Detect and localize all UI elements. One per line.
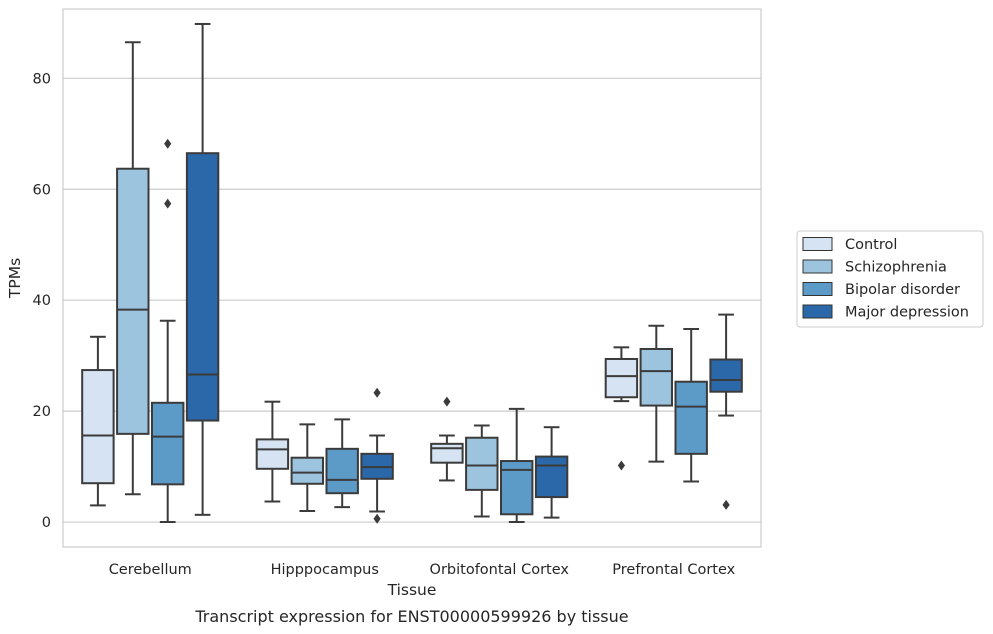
box-3-1 (639, 324, 674, 463)
y-tick-label: 60 (33, 182, 51, 198)
iqr-box (465, 436, 499, 491)
legend-label: Schizophrenia (845, 260, 947, 276)
legend-swatch (802, 282, 833, 296)
y-tick-label: 40 (33, 293, 51, 309)
box-3-0 (604, 346, 639, 471)
box-1-1 (290, 423, 325, 512)
iqr-box (325, 447, 359, 495)
y-tick-label: 0 (42, 515, 51, 531)
legend-swatch (802, 237, 833, 251)
iqr-box (430, 442, 464, 464)
outlier-point (164, 138, 172, 149)
box-1-0 (255, 400, 290, 503)
box-0-1 (116, 41, 150, 496)
outlier-point (373, 513, 381, 524)
iqr-box (81, 369, 115, 485)
iqr-box (116, 167, 150, 435)
outlier-point (722, 499, 730, 510)
x-tick-label: Hipppocampus (271, 562, 379, 578)
outlier-point (164, 198, 172, 209)
chart-caption: Transcript expression for ENST0000059992… (194, 607, 628, 626)
box-plot-series (81, 22, 743, 524)
y-axis-ticks: 0 20 40 60 80 (33, 71, 51, 531)
box-0-0 (81, 335, 115, 507)
legend: Control Schizophrenia Bipolar disorder Majo… (796, 230, 984, 328)
iqr-box (534, 455, 569, 499)
box-3-2 (674, 328, 708, 483)
box-2-0 (430, 396, 464, 482)
iqr-box (639, 347, 674, 407)
iqr-box (290, 456, 325, 485)
iqr-box (185, 152, 220, 422)
box-2-1 (465, 424, 499, 518)
outlier-point (443, 396, 451, 407)
x-tick-label: Prefrontal Cortex (612, 562, 735, 578)
iqr-box (709, 358, 743, 393)
legend-swatch (802, 259, 833, 274)
outlier-point (617, 460, 625, 471)
x-axis-label: Tissue (387, 581, 437, 599)
box-3-3 (709, 313, 743, 510)
box-1-3 (360, 387, 394, 524)
iqr-box (150, 401, 185, 486)
iqr-box (674, 380, 708, 455)
outlier-point (373, 387, 381, 398)
box-1-2 (325, 418, 359, 509)
y-tick-label: 20 (33, 404, 51, 420)
x-tick-label: Cerebellum (109, 562, 192, 578)
y-axis-label: TPMs (6, 258, 24, 299)
box-2-3 (534, 426, 569, 519)
x-axis-ticks: Cerebellum Hipppocampus Orbitofontal Corte… (109, 562, 736, 578)
box-0-2 (150, 138, 185, 524)
plot-frame (62, 8, 762, 548)
y-tick-label: 80 (33, 71, 51, 87)
box-2-2 (499, 407, 534, 524)
legend-label: Major depression (845, 305, 969, 321)
legend-frame (796, 230, 984, 328)
box-0-3 (185, 22, 220, 516)
iqr-box (604, 357, 639, 399)
legend-label: Bipolar disorder (845, 282, 960, 298)
iqr-box (255, 438, 290, 470)
legend-swatch (802, 304, 833, 319)
legend-label: Control (845, 237, 897, 253)
x-tick-label: Orbitofontal Cortex (430, 562, 570, 578)
